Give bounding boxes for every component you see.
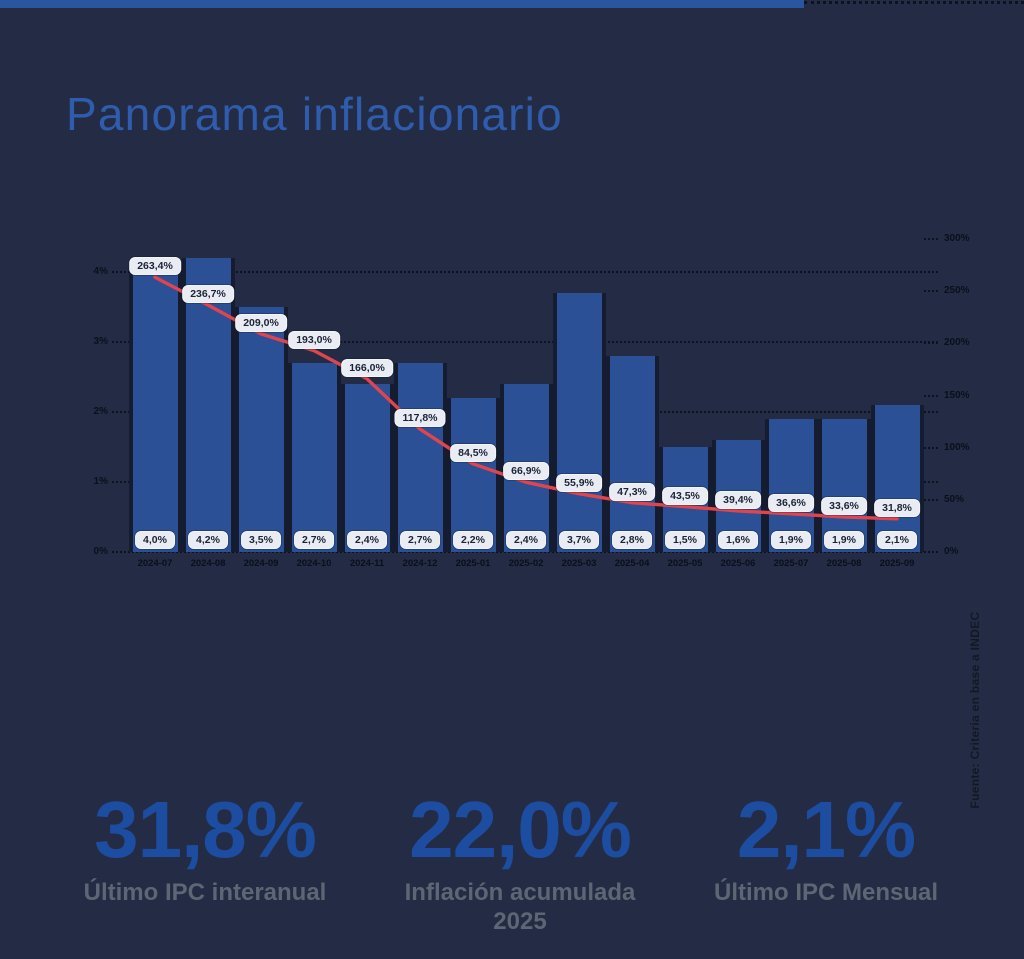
bar-value-pill: 1,6%	[718, 531, 758, 549]
stat-value: 2,1%	[736, 785, 916, 874]
x-axis-label: 2025-06	[720, 558, 756, 569]
line-value-pill: 47,3%	[609, 482, 655, 501]
stat-value: 31,8%	[94, 785, 317, 874]
line-value-pill: 33,6%	[821, 496, 867, 515]
left-axis-tick-label: 1%	[93, 476, 108, 487]
left-axis-tick-label: 3%	[93, 336, 108, 347]
x-axis-label: 2025-05	[667, 558, 703, 569]
right-axis-tick-label: 150%	[944, 389, 970, 401]
line-value-pill: 66,9%	[503, 462, 549, 481]
monthly-ipc-bar	[128, 272, 182, 552]
gridline	[112, 271, 938, 273]
top-dotted-bar	[804, 1, 1024, 4]
right-axis-tick-label: 250%	[944, 285, 970, 297]
right-axis-tick	[924, 551, 938, 553]
right-axis-tick	[924, 394, 938, 397]
right-axis-tick	[924, 342, 938, 345]
line-value-pill: 236,7%	[182, 285, 234, 304]
stat-label: Último IPC interanual	[83, 879, 327, 906]
right-axis-tick	[924, 238, 938, 240]
monthly-ipc-bar	[446, 398, 500, 552]
right-axis-tick-label: 0%	[944, 546, 959, 557]
bar-value-pill: 2,7%	[294, 531, 334, 549]
stat-inflacion-acumulada: 22,0% Inflación acumulada 2025	[340, 788, 700, 936]
x-axis-label: 2024-07	[137, 558, 173, 569]
stat-label: Último IPC Mensual	[713, 879, 939, 906]
right-axis-tick	[924, 498, 938, 501]
line-value-pill: 193,0%	[288, 330, 340, 349]
page-title: Panorama inflacionario	[66, 87, 563, 140]
right-axis-tick	[924, 446, 938, 449]
x-axis-label: 2024-10	[296, 558, 332, 569]
line-value-pill: 36,6%	[768, 493, 814, 512]
x-axis-label: 2025-02	[508, 558, 544, 569]
right-axis-tick-label: 50%	[944, 493, 965, 505]
x-axis-label: 2025-09	[879, 558, 915, 569]
bar-value-pill: 1,9%	[771, 531, 811, 549]
inflation-chart: 0% 1% 2% 3% 4% 0% 50% 100% 150% 200% 250% 300% 4,0% 2…	[0, 230, 1024, 580]
x-axis-label: 2024-12	[402, 558, 438, 569]
line-value-pill: 263,4%	[129, 257, 181, 276]
left-axis-tick-label: 4%	[93, 266, 108, 277]
x-axis-label: 2025-01	[455, 558, 491, 569]
bar-value-pill: 2,4%	[506, 531, 546, 549]
x-axis-label: 2025-08	[826, 558, 862, 569]
monthly-ipc-bar	[605, 356, 659, 552]
right-axis-tick	[924, 290, 938, 293]
line-value-pill: 117,8%	[394, 409, 446, 428]
interannual-line-path	[153, 275, 899, 521]
stat-label: Inflación acumulada 2025	[404, 879, 636, 935]
bar-value-pill: 2,7%	[400, 531, 440, 549]
interannual-line	[153, 275, 899, 521]
x-axis-label: 2025-07	[773, 558, 809, 569]
stat-ultimo-ipc-interanual: 31,8% Último IPC interanual	[25, 788, 385, 907]
bar-value-pill: 1,5%	[665, 531, 705, 549]
x-axis-label: 2024-11	[349, 558, 385, 569]
bar-value-pill: 3,5%	[241, 531, 281, 549]
monthly-ipc-bar	[393, 363, 447, 552]
line-value-pill: 209,0%	[235, 313, 287, 332]
monthly-ipc-bar	[764, 419, 818, 552]
line-value-pill: 166,0%	[341, 358, 393, 377]
monthly-ipc-bar	[552, 293, 606, 552]
left-axis-tick-label: 2%	[93, 406, 108, 417]
bar-value-pill: 2,2%	[453, 531, 493, 549]
right-axis-tick-label: 300%	[944, 233, 970, 244]
bar-value-pill: 2,1%	[877, 531, 917, 549]
bar-value-pill: 1,9%	[824, 531, 864, 549]
bar-value-pill: 4,0%	[135, 531, 175, 549]
stat-ultimo-ipc-mensual: 2,1% Último IPC Mensual	[646, 788, 1006, 907]
x-axis-label: 2024-08	[190, 558, 226, 569]
monthly-ipc-bar	[340, 384, 394, 552]
bar-value-pill: 2,4%	[347, 531, 387, 549]
bar-value-pill: 3,7%	[559, 531, 599, 549]
line-value-pill: 43,5%	[662, 486, 708, 505]
bar-value-pill: 4,2%	[188, 531, 228, 549]
x-axis-label: 2024-09	[243, 558, 279, 569]
source-note: Fuente: Criteria en base a INDEC	[968, 611, 982, 809]
x-axis-label: 2025-04	[614, 558, 650, 569]
monthly-ipc-bar	[870, 405, 924, 552]
monthly-ipc-bar	[817, 419, 871, 552]
gridline	[112, 551, 938, 553]
line-value-pill: 84,5%	[450, 443, 496, 462]
line-value-pill: 31,8%	[874, 498, 920, 517]
stat-value: 22,0%	[409, 785, 632, 874]
line-value-pill: 55,9%	[556, 473, 602, 492]
bar-value-pill: 2,8%	[612, 531, 652, 549]
top-accent-bar	[0, 0, 804, 8]
monthly-ipc-bar	[181, 258, 235, 552]
gridline	[112, 341, 938, 343]
left-axis-tick-label: 0%	[93, 546, 108, 557]
right-axis-tick-label: 200%	[944, 337, 970, 349]
monthly-ipc-bar	[234, 307, 288, 552]
right-axis-tick-label: 100%	[944, 441, 970, 453]
monthly-ipc-bar	[287, 363, 341, 552]
line-value-pill: 39,4%	[715, 490, 761, 509]
x-axis-label: 2025-03	[561, 558, 597, 569]
